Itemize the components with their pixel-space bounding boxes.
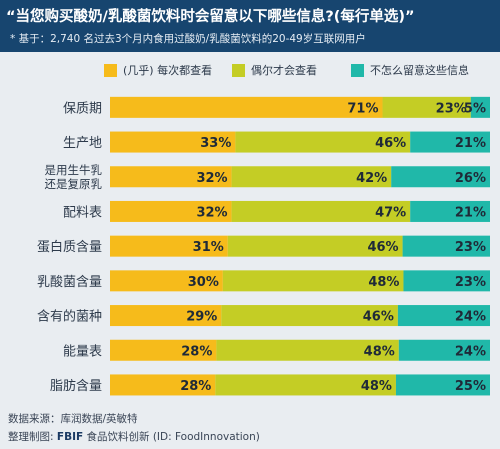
category-label: 配料表: [63, 205, 102, 220]
data-label: 23%: [455, 240, 486, 255]
made-by: 整理制图: FBIF 食品饮料创新 (ID: FoodInnovation): [8, 429, 260, 444]
data-label: 26%: [455, 171, 486, 186]
data-label: 33%: [200, 136, 231, 151]
bar-segment: [235, 131, 411, 153]
data-label: 24%: [455, 344, 486, 359]
data-label: 30%: [188, 275, 219, 290]
data-label: 21%: [455, 205, 486, 220]
data-label: 32%: [196, 171, 227, 186]
bar-segment: [403, 270, 490, 292]
bar-segment: [391, 166, 490, 188]
bar-segment: [110, 200, 232, 222]
bar-segment: [215, 374, 396, 396]
category-label: 生产地: [63, 136, 102, 151]
chart-subtitle: * 基于：2,740 名过去3个月内食用过酸奶/乳酸菌饮料的20-49岁互联网用…: [10, 33, 366, 45]
category-label: 含有的菌种: [37, 309, 102, 325]
bar-segment: [110, 235, 228, 257]
data-label: 46%: [367, 240, 398, 255]
data-label: 28%: [180, 379, 211, 394]
data-label: 46%: [363, 310, 394, 325]
category-label: 乳酸菌含量: [37, 274, 102, 290]
made-by-prefix: 整理制图:: [8, 431, 54, 443]
legend-label-series1: (几乎) 每次都查看: [123, 64, 213, 77]
bar-segment: [227, 235, 403, 257]
chart-title: “当您购买酸奶/乳酸菌饮料时会留意以下哪些信息?(每行单选)”: [6, 9, 415, 25]
bar-segment: [470, 96, 490, 118]
data-label: 25%: [455, 379, 486, 394]
category-label: 脂肪含量: [50, 378, 102, 394]
data-label: 24%: [455, 310, 486, 325]
category-label: 保质期: [63, 101, 102, 116]
data-label: 48%: [361, 379, 392, 394]
fbif-logo-text: FBIF: [56, 431, 84, 443]
bar-segment: [395, 374, 490, 396]
title-banner: “当您购买酸奶/乳酸菌饮料时会留意以下哪些信息?(每行单选)” * 基于：2,7…: [0, 0, 500, 52]
bar-segment: [222, 270, 404, 292]
legend: (几乎) 每次都查看 偶尔才会查看 不怎么留意这些信息: [0, 62, 500, 78]
data-label: 46%: [375, 136, 406, 151]
legend-label-series3: 不怎么留意这些信息: [370, 64, 469, 77]
bar-segment: [402, 235, 490, 257]
category-label: 还是复原乳: [45, 177, 103, 191]
category-label: 能量表: [63, 344, 102, 359]
bar-segment: [231, 166, 392, 188]
data-label: 23%: [436, 101, 467, 116]
category-label: 蛋白质含量: [37, 239, 102, 255]
category-label: 是用生牛乳: [45, 163, 103, 177]
data-label: 71%: [347, 101, 378, 116]
bar-segment: [410, 131, 490, 153]
bar-segment: [110, 270, 223, 292]
data-label: 28%: [181, 344, 212, 359]
bar-segment: [110, 305, 222, 327]
bar-segment: [398, 339, 490, 361]
bar-segment: [110, 166, 232, 188]
legend-label-series2: 偶尔才会查看: [251, 64, 317, 77]
legend-swatch-series2: [232, 63, 245, 77]
bar-segment: [110, 374, 216, 396]
legend-item-series2: 偶尔才会查看: [232, 62, 317, 78]
data-label: 42%: [356, 171, 387, 186]
data-label: 48%: [364, 344, 395, 359]
bar-segment: [382, 96, 471, 118]
bar-segment: [110, 339, 217, 361]
bar-segment: [110, 96, 383, 118]
legend-item-series3: 不怎么留意这些信息: [351, 62, 469, 78]
data-label: 48%: [368, 275, 399, 290]
legend-swatch-series3: [351, 63, 364, 77]
data-label: 31%: [193, 240, 224, 255]
data-source: 数据来源：库润数据/英敏特: [8, 413, 138, 425]
bar-segment: [397, 305, 490, 327]
bar-segment: [110, 131, 236, 153]
data-label: 47%: [375, 205, 406, 220]
data-label: 5%: [464, 101, 486, 116]
bar-segment: [216, 339, 399, 361]
bar-segment: [221, 305, 398, 327]
data-label: 21%: [455, 136, 486, 151]
legend-swatch-series1: [104, 63, 117, 77]
made-by-suffix: 食品饮料创新 (ID: FoodInnovation): [86, 431, 260, 443]
data-label: 32%: [196, 205, 227, 220]
bar-segment: [231, 200, 411, 222]
data-label: 29%: [186, 310, 217, 325]
bar-segment: [410, 200, 490, 222]
legend-item-series1: (几乎) 每次都查看: [104, 62, 212, 78]
data-label: 23%: [455, 275, 486, 290]
